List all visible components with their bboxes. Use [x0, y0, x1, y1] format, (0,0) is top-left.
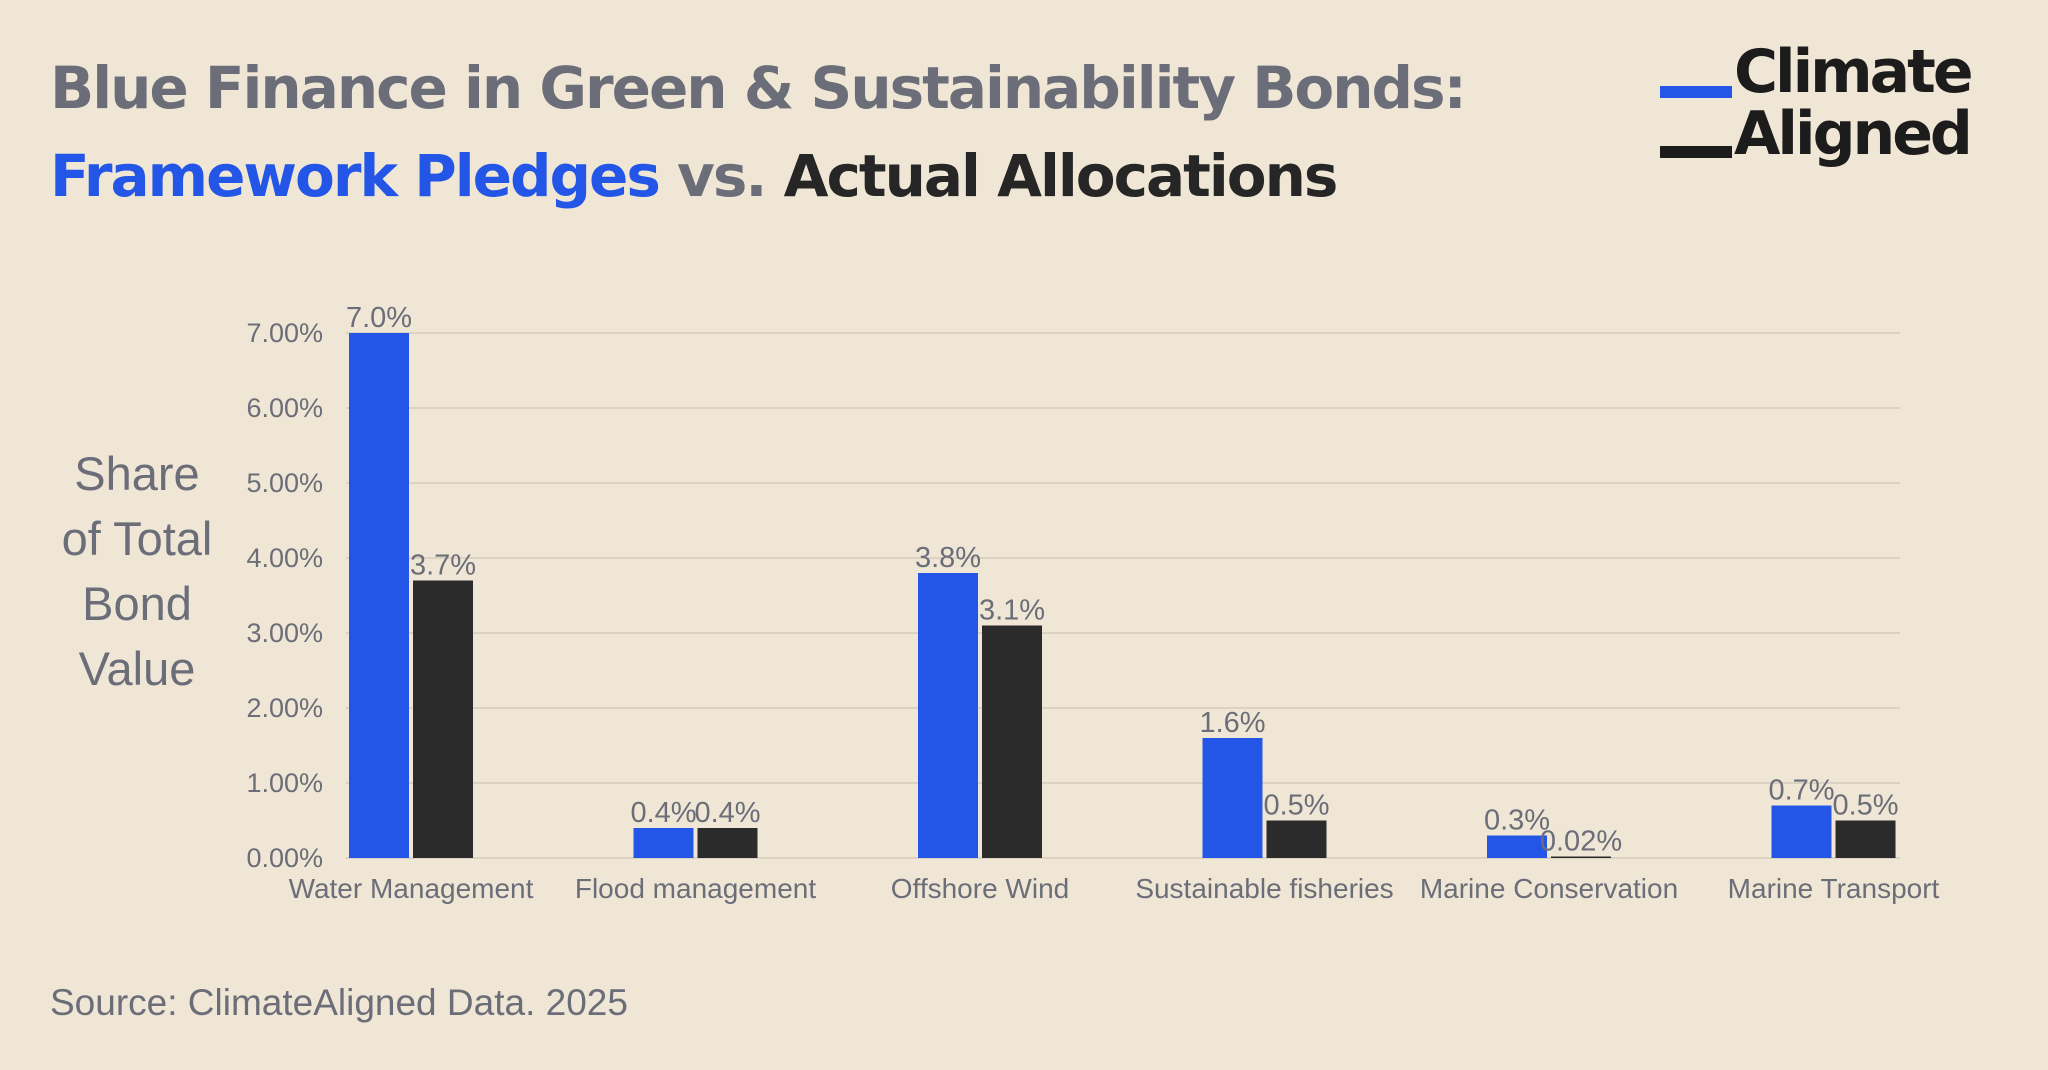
title-line-2: Framework Pledges vs. Actual Allocations: [50, 132, 1465, 220]
y-tick-label: 6.00%: [246, 393, 323, 423]
title-framework-pledges: Framework Pledges: [50, 142, 661, 210]
bar: [1266, 820, 1327, 858]
bar-value-label: 0.3%: [1484, 805, 1550, 837]
x-tick-label: Water Management: [289, 873, 534, 904]
bar: [982, 625, 1042, 858]
y-axis-label: Share of Total Bond Value: [62, 447, 213, 695]
bar-value-label: 3.7%: [410, 550, 476, 582]
y-tick-label: 3.00%: [246, 618, 323, 648]
bar: [413, 580, 473, 858]
logo-black-bar: [1660, 146, 1732, 158]
logo-word-aligned: Aligned: [1734, 99, 1973, 169]
climate-aligned-logo: Climate Aligned: [1658, 36, 1998, 176]
title-line-1: Blue Finance in Green & Sustainability B…: [50, 54, 1467, 122]
bar: [918, 573, 978, 858]
bar: [349, 333, 409, 858]
x-tick-label: Flood management: [575, 873, 816, 904]
bar-value-label: 0.5%: [1263, 790, 1329, 822]
y-tick-label: 4.00%: [246, 543, 323, 573]
y-tick-label: 7.00%: [246, 318, 323, 348]
x-axis-ticks: Water Management Flood management Offshore…: [289, 873, 1940, 904]
x-tick-label: Marine Conservation: [1420, 873, 1678, 904]
y-tick-label: 5.00%: [246, 468, 323, 498]
y-axis-label-line: of Total: [62, 512, 213, 565]
bar-value-labels: 7.0% 3.7% 0.4%0.4% 3.8% 3.1% 1.6% 0.5% 0.3%0.02…: [346, 302, 1899, 858]
chart-title: Blue Finance in Green & Sustainability B…: [50, 44, 1467, 220]
y-tick-label: 0.00%: [246, 843, 323, 873]
bar: [1551, 856, 1611, 858]
title-actual-allocations: Actual Allocations: [783, 142, 1339, 210]
bar-value-label: 0.4%: [694, 797, 760, 829]
y-tick-label: 1.00%: [246, 768, 323, 798]
x-tick-label: Sustainable fisheries: [1135, 873, 1393, 904]
x-tick-label: Marine Transport: [1728, 873, 1940, 904]
bar: [1835, 820, 1896, 858]
bar-value-label: 0.7%: [1768, 775, 1834, 807]
bar-value-label: 0.5%: [1832, 790, 1898, 822]
bar-value-label: 0.02%: [1540, 826, 1622, 858]
logo-blue-bar: [1660, 86, 1732, 98]
bar-value-label: 3.1%: [979, 595, 1045, 627]
bar: [697, 828, 758, 858]
y-axis-ticks: 0.00% 1.00% 2.00% 3.00% 4.00% 5.00% 6.00% 7.00%: [246, 318, 323, 873]
bar-value-label: 1.6%: [1199, 707, 1265, 739]
y-tick-label: 2.00%: [246, 693, 323, 723]
bar: [1771, 805, 1832, 858]
y-axis-label-line: Bond: [82, 577, 192, 630]
bar: [1202, 738, 1263, 858]
bar-value-label: 3.8%: [915, 542, 981, 574]
title-vs: vs.: [677, 142, 767, 210]
gridlines: [346, 332, 1900, 859]
bar: [633, 828, 694, 858]
logo-word-climate: Climate: [1734, 37, 1974, 107]
bar-value-label: 7.0%: [346, 302, 412, 334]
y-axis-label-line: Value: [79, 642, 196, 695]
source-note: Source: ClimateAligned Data. 2025: [50, 982, 628, 1023]
bar: [1487, 835, 1547, 858]
bars: [349, 333, 1896, 858]
y-axis-label-line: Share: [74, 447, 199, 500]
x-tick-label: Offshore Wind: [891, 873, 1069, 904]
bar-value-label: 0.4%: [630, 797, 696, 829]
